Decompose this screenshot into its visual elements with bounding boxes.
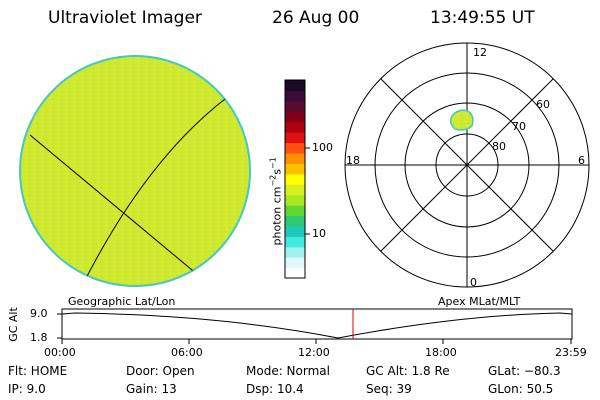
door-status: Door: Open (126, 364, 195, 378)
x-tick-label: 23:59 (555, 346, 587, 359)
x-tick-label: 06:00 (171, 346, 203, 359)
colorbar-segment (285, 152, 305, 164)
colorbar-segment (285, 257, 305, 269)
colorbar-segment (285, 236, 305, 248)
instrument-title: Ultraviolet Imager (48, 8, 202, 28)
colorbar-segment (285, 132, 305, 144)
ip-status: IP: 9.0 (8, 382, 46, 396)
mlat-label-80: 80 (492, 140, 506, 153)
mlt-label-6: 6 (578, 154, 585, 167)
y-tick-label-max: 9.0 (30, 307, 48, 320)
timeline-frame (61, 308, 573, 340)
colorbar-segment (285, 246, 305, 258)
geographic-image (19, 55, 251, 287)
mlt-label-12: 12 (473, 46, 487, 59)
gc-alt-status: GC Alt: 1.8 Re (366, 364, 450, 378)
geographic-label: Geographic Lat/Lon (68, 295, 176, 308)
colorbar-segment (285, 80, 305, 92)
colorbar-segment (285, 142, 305, 154)
polar-diagonal (380, 78, 554, 252)
colorbar-segment (285, 267, 305, 279)
timeline-plot (57, 308, 573, 344)
gc-alt-curve (61, 312, 573, 339)
glat-status: GLat: −80.3 (488, 364, 561, 378)
colorbar-segment (285, 100, 305, 112)
colorbar-segment (285, 163, 305, 175)
mlt-label-18: 18 (346, 154, 360, 167)
x-tick-label: 18:00 (425, 346, 457, 359)
timeline-y-label: GC Alt (6, 307, 20, 342)
filter-status: Flt: HOME (8, 364, 68, 378)
apex-label: Apex MLat/MLT (438, 295, 521, 308)
colorbar-segment (285, 194, 305, 206)
colorbar-segment (285, 205, 305, 217)
colorbar-tick-100: 100 (312, 141, 333, 154)
colorbar-segment (285, 173, 305, 185)
dsp-status: Dsp: 10.4 (246, 382, 304, 396)
geographic-gridline (29, 134, 211, 286)
mlt-label-0: 0 (470, 276, 477, 289)
earth-disc (19, 55, 251, 287)
colorbar-segment (285, 215, 305, 227)
colorbar-tick-10: 10 (312, 227, 326, 240)
auroral-patch (449, 109, 474, 131)
colorbar-segment (285, 184, 305, 196)
geographic-gridline (79, 87, 241, 286)
date-label: 26 Aug 00 (272, 8, 360, 28)
glon-status: GLon: 50.5 (488, 382, 554, 396)
mlat-label-60: 60 (536, 98, 550, 111)
colorbar-segment (285, 225, 305, 237)
time-label: 13:49:55 UT (430, 8, 535, 28)
gain-status: Gain: 13 (126, 382, 177, 396)
mlat-label-70: 70 (512, 120, 526, 133)
colorbar-segment (285, 121, 305, 133)
polar-plot (344, 42, 590, 288)
mode-status: Mode: Normal (246, 364, 330, 378)
x-tick-label: 00:00 (44, 346, 76, 359)
colorbar-segment (285, 90, 305, 102)
colorbar-unit-label: photon cm−2s−1 (268, 157, 284, 246)
x-tick-label: 12:00 (298, 346, 330, 359)
colorbar-segment (285, 111, 305, 123)
colorbar (284, 79, 310, 279)
colorbar-frame (284, 79, 306, 279)
seq-status: Seq: 39 (366, 382, 412, 396)
y-tick-label-min: 1.8 (30, 331, 48, 344)
